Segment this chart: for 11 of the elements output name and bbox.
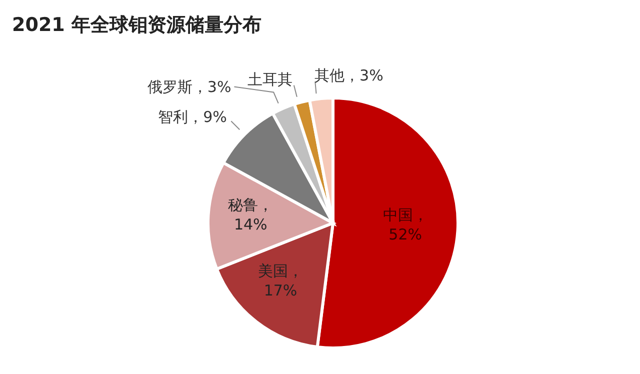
data-label: ，3% xyxy=(192,78,232,96)
slice-label: 土耳其 xyxy=(247,70,292,88)
slice-label: 俄罗斯 xyxy=(147,78,192,96)
slice-label: 美国 xyxy=(258,262,288,280)
chart-title: 2021 年全球钼资源储量分布 xyxy=(12,13,262,38)
slice-label: 智利 xyxy=(158,108,188,126)
data-label: ，9% xyxy=(188,108,227,126)
slice-label: 秘鲁 xyxy=(228,196,258,214)
data-label: ，3% xyxy=(344,66,384,85)
slice-label: 其他 xyxy=(314,66,345,85)
slice-label: 中国 xyxy=(382,206,413,224)
